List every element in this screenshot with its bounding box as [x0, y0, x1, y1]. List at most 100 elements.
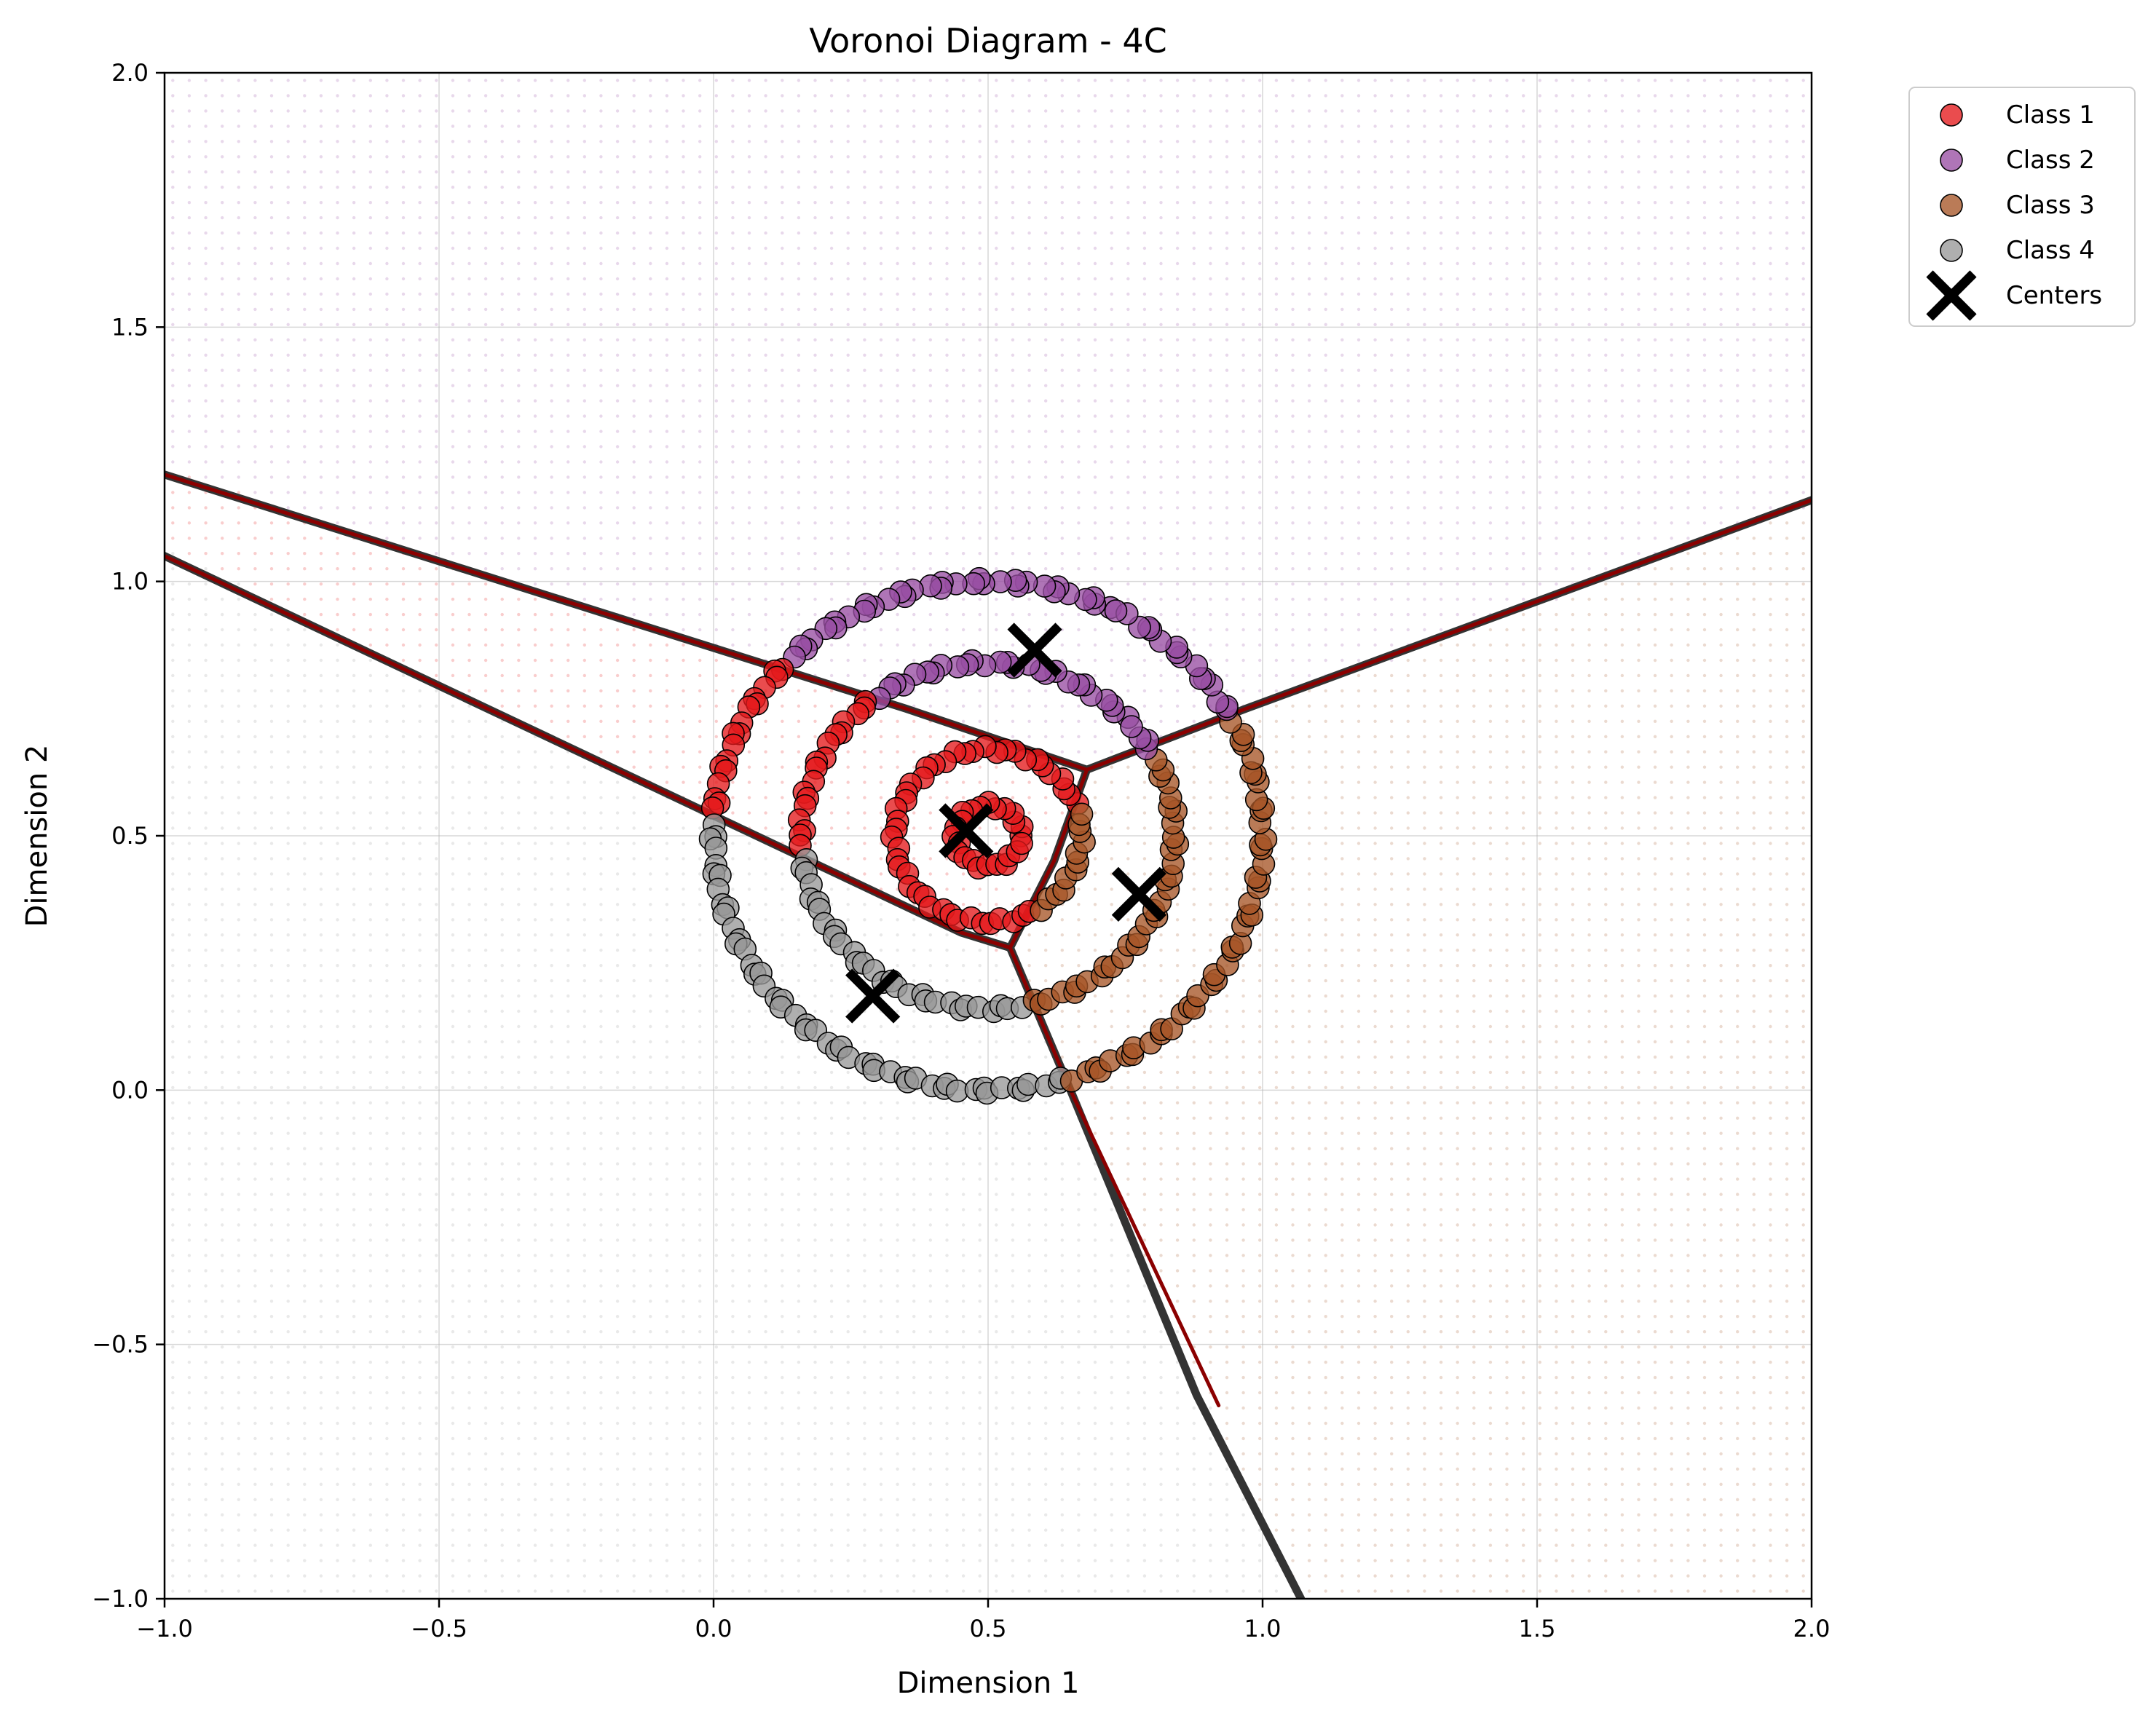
region-dot: [467, 658, 471, 663]
region-dot: [829, 537, 834, 540]
region-dot: [632, 1193, 636, 1196]
region-dot: [286, 735, 290, 738]
region-dot: [665, 1436, 669, 1441]
region-dot: [467, 1269, 471, 1273]
region-dot: [698, 506, 702, 510]
region-dot: [368, 1223, 372, 1227]
region-dot: [813, 79, 817, 82]
region-dot: [896, 1040, 899, 1044]
region-dot: [566, 719, 570, 723]
region-dot: [500, 552, 504, 555]
region-dot: [368, 1116, 372, 1120]
region-dot: [813, 1208, 817, 1211]
region-dot: [599, 842, 603, 845]
region-dot: [269, 1360, 274, 1364]
region-dot: [187, 1009, 191, 1013]
region-dot: [912, 1559, 916, 1562]
region-dot: [187, 1375, 191, 1380]
region-dot: [401, 612, 406, 617]
region-dot: [912, 1589, 916, 1593]
region-dot: [286, 1055, 290, 1059]
region-dot: [665, 1421, 669, 1426]
region-dot: [698, 796, 702, 799]
region-dot: [500, 1543, 504, 1547]
region-dot: [665, 1269, 669, 1273]
region-dot: [221, 872, 224, 876]
region-dot: [912, 1330, 916, 1334]
region-dot: [863, 491, 866, 494]
region-dot: [336, 1208, 339, 1211]
region-dot: [764, 1391, 767, 1395]
region-dot: [237, 1269, 240, 1273]
region-dot: [698, 597, 702, 601]
region-dot: [467, 628, 471, 632]
region-dot: [764, 491, 767, 494]
region-dot: [961, 292, 966, 296]
region-dot: [813, 1116, 817, 1120]
region-dot: [451, 231, 455, 235]
region-dot: [550, 231, 553, 235]
region-dot: [945, 1116, 949, 1120]
region-dot: [517, 1406, 521, 1410]
region-dot: [961, 1070, 966, 1075]
region-dot: [896, 1193, 899, 1196]
region-dot: [401, 414, 406, 418]
region-dot: [599, 201, 603, 205]
region-dot: [368, 1177, 372, 1181]
region-dot: [385, 628, 389, 632]
region-dot: [829, 1452, 834, 1456]
region-dot: [912, 1131, 916, 1135]
region-dot: [286, 628, 290, 632]
region-dot: [500, 414, 504, 418]
region-dot: [336, 1574, 339, 1578]
region-dot: [599, 567, 603, 571]
region-dot: [517, 689, 521, 693]
region-dot: [764, 612, 767, 617]
region-dot: [863, 537, 866, 540]
region-dot: [451, 704, 455, 708]
region-dot: [253, 857, 257, 861]
region-dot: [533, 689, 537, 693]
region-dot: [483, 1101, 488, 1105]
region-dot: [961, 506, 966, 510]
region-dot: [747, 765, 751, 769]
region-dot: [632, 384, 636, 387]
region-dot: [171, 735, 175, 738]
region-dot: [352, 1375, 356, 1380]
region-dot: [418, 964, 422, 968]
region-dot: [731, 1300, 735, 1303]
region-dot: [747, 1574, 751, 1578]
region-dot: [533, 857, 537, 861]
region-dot: [747, 1452, 751, 1456]
region-dot: [714, 1086, 718, 1090]
region-dot: [352, 1498, 356, 1501]
region-dot: [961, 964, 966, 968]
region-dot: [731, 612, 735, 617]
region-dot: [813, 323, 817, 326]
region-dot: [385, 1421, 389, 1426]
region-dot: [401, 186, 406, 189]
region-dot: [319, 796, 323, 799]
region-dot: [253, 1345, 257, 1349]
region-dot: [187, 1482, 191, 1487]
region-dot: [204, 323, 208, 326]
region-dot: [451, 323, 455, 326]
region-dot: [863, 826, 866, 830]
region-dot: [533, 994, 537, 998]
region-dot: [533, 1315, 537, 1318]
region-dot: [764, 719, 767, 723]
region-dot: [829, 399, 834, 403]
region-dot: [731, 689, 735, 693]
region-dot: [352, 811, 356, 815]
region-dot: [912, 1269, 916, 1273]
region-dot: [863, 1131, 866, 1135]
region-dot: [813, 658, 817, 663]
region-dot: [352, 1589, 356, 1593]
region-dot: [336, 231, 339, 235]
region-dot: [451, 201, 455, 205]
region-dot: [682, 978, 685, 983]
region-dot: [467, 1513, 471, 1517]
region-dot: [303, 1345, 307, 1349]
region-dot: [945, 704, 949, 708]
region-dot: [599, 872, 603, 876]
